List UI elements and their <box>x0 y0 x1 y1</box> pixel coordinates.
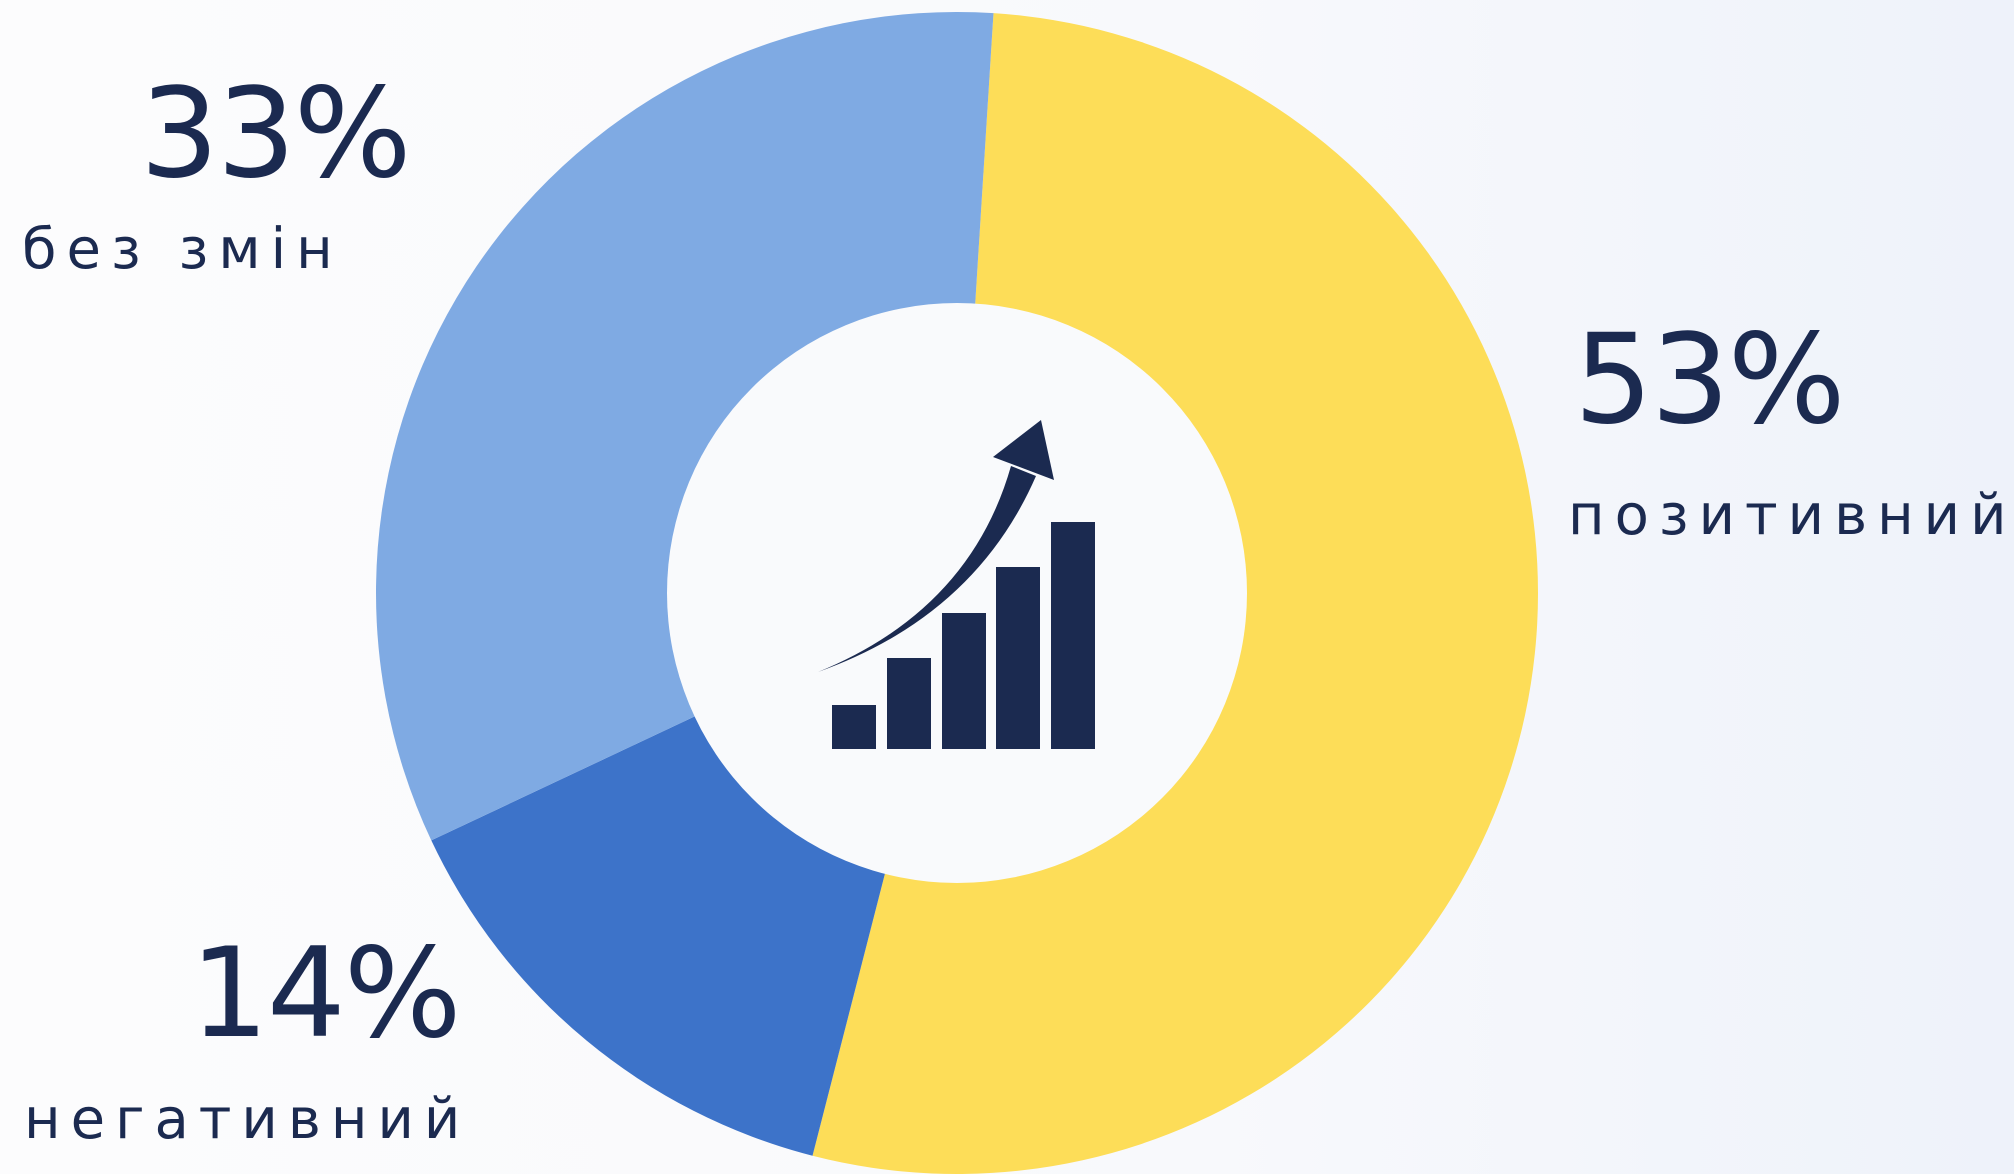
slice-name: негативний <box>24 1087 471 1152</box>
icon-bar-5 <box>1051 522 1095 749</box>
icon-bar-3 <box>942 613 986 749</box>
icon-bar-2 <box>887 658 931 749</box>
slice-name: без змін <box>22 217 343 282</box>
slice-label-positive: 53% позитивний <box>1568 318 2014 544</box>
slice-percent: 33% <box>140 62 412 206</box>
growth-chart-icon <box>818 420 1095 749</box>
slice-percent: 14% <box>190 922 462 1066</box>
icon-arrowhead <box>993 420 1054 480</box>
icon-bar-4 <box>996 567 1040 749</box>
slice-label-no-change: 33% без змін <box>22 62 412 282</box>
slice-label-negative: 14% негативний <box>24 932 470 1148</box>
icon-trend-curve <box>818 466 1036 672</box>
slice-name: позитивний <box>1568 483 2014 548</box>
icon-bar-1 <box>832 705 876 749</box>
slice-percent: 53% <box>1574 308 1846 452</box>
donut-center <box>667 303 1247 883</box>
